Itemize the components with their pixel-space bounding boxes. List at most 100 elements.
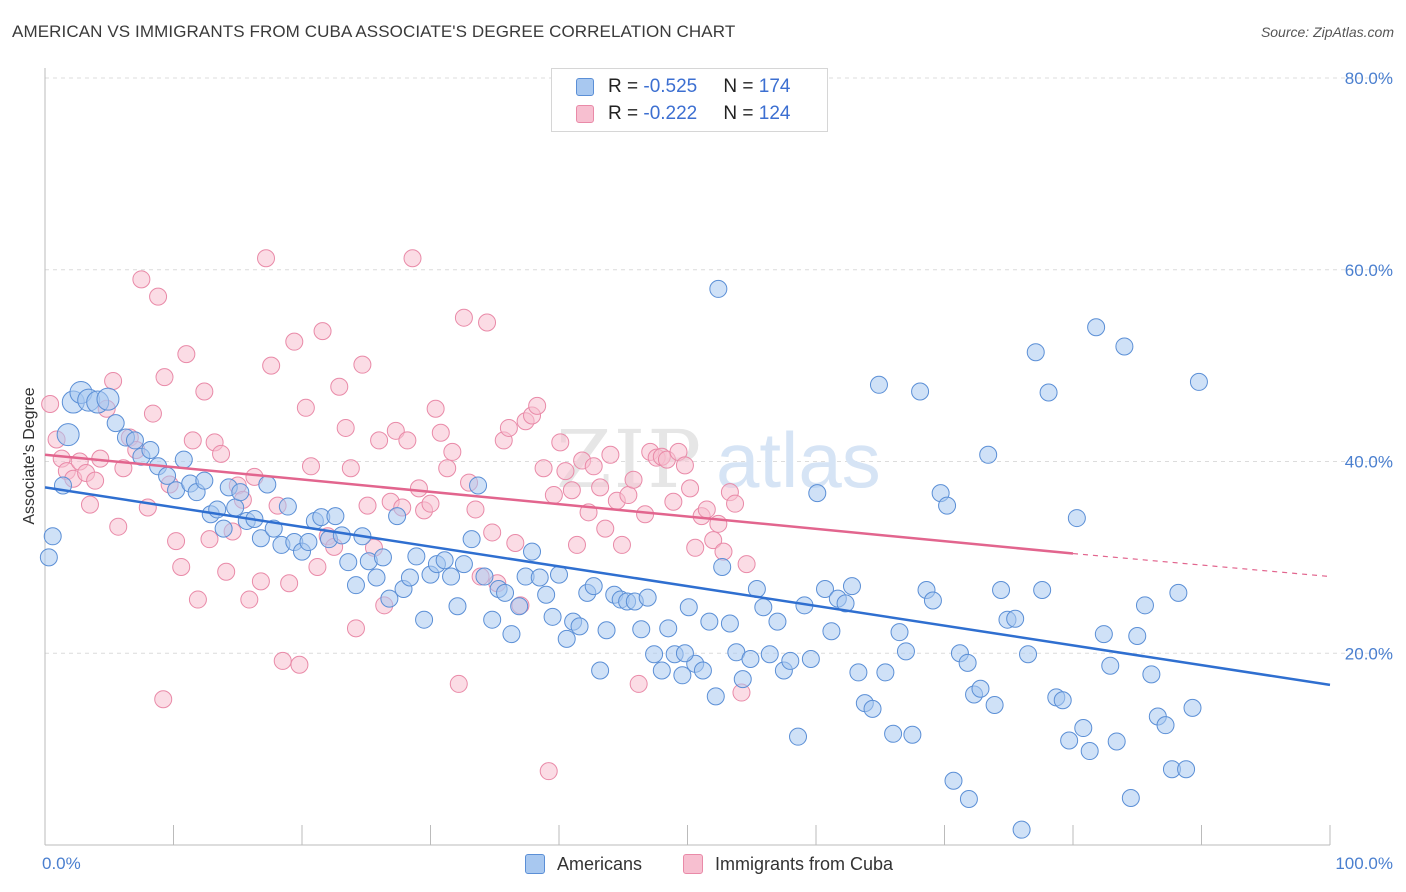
americans-point: [435, 551, 454, 570]
americans-point: [801, 650, 820, 669]
cuba-point: [301, 457, 320, 476]
americans-point: [523, 542, 542, 561]
americans-point: [971, 679, 990, 698]
bottom-legend-label-cuba: Immigrants from Cuba: [715, 853, 894, 874]
americans-point: [985, 696, 1004, 715]
cuba-point: [421, 494, 440, 513]
cuba-point: [177, 345, 196, 364]
americans-point: [448, 597, 467, 616]
cuba-point: [624, 470, 643, 489]
cuba-point: [409, 479, 428, 498]
americans-point: [388, 507, 407, 526]
cuba-point: [262, 356, 281, 375]
cuba-point: [104, 371, 123, 390]
americans-point: [822, 622, 841, 641]
bottom-legend-cuba: Immigrants from Cuba: [683, 852, 893, 876]
americans-point: [720, 614, 739, 633]
americans-point: [1067, 509, 1086, 528]
cuba-point: [257, 249, 276, 268]
cuba-point: [612, 535, 631, 554]
chart-title: AMERICAN VS IMMIGRANTS FROM CUBA ASSOCIA…: [12, 22, 736, 41]
americans-point: [1115, 337, 1134, 356]
cuba-point: [188, 590, 207, 609]
cuba-point: [499, 418, 518, 437]
americans-point: [442, 567, 461, 586]
americans-point: [1060, 731, 1079, 750]
americans-point: [896, 642, 915, 661]
americans-point: [226, 498, 245, 517]
americans-point: [979, 445, 998, 464]
americans-point: [278, 497, 297, 516]
americans-point: [231, 483, 250, 502]
legend-r-value: -0.525: [643, 76, 698, 97]
americans-point: [346, 576, 365, 595]
cuba-point: [154, 690, 173, 709]
cuba-point: [132, 270, 151, 289]
y-tick-label: 60.0%: [1345, 261, 1393, 280]
cuba-point: [675, 456, 694, 475]
cuba-point: [251, 572, 270, 591]
legend-n-value: 124: [758, 103, 791, 124]
legend-row-cuba: R = -0.222 N = 124: [576, 102, 790, 126]
cuba-point: [195, 382, 214, 401]
americans-point: [938, 496, 957, 515]
americans-point: [543, 607, 562, 626]
cuba-point: [86, 471, 105, 490]
americans-point: [1183, 698, 1202, 717]
americans-point: [713, 557, 732, 576]
cuba-point: [466, 500, 485, 519]
legend-n-label: N =: [723, 103, 759, 124]
cuba-point: [353, 355, 372, 374]
americans-point: [869, 375, 888, 394]
americans-point: [496, 583, 515, 602]
americans-point: [652, 661, 671, 680]
cuba-point: [403, 249, 422, 268]
americans-point: [659, 619, 678, 638]
americans-point: [645, 645, 664, 664]
americans-point: [537, 585, 556, 604]
americans-point: [483, 610, 502, 629]
cuba-point: [714, 542, 733, 561]
cuba-point: [534, 459, 553, 478]
y-tick-label: 80.0%: [1345, 69, 1393, 88]
americans-point: [597, 621, 616, 640]
americans-point: [106, 414, 125, 433]
cuba-point: [308, 557, 327, 576]
americans-point: [1053, 691, 1072, 710]
americans-point: [700, 612, 719, 631]
cuba-point: [341, 459, 360, 478]
americans-point: [195, 471, 214, 490]
cuba-point: [370, 431, 389, 450]
cuba-point: [601, 445, 620, 464]
americans-point: [550, 565, 568, 584]
legend: R = -0.525 N = 174 R = -0.222 N = 124: [551, 68, 828, 132]
americans-point: [754, 598, 773, 617]
americans-point: [557, 629, 576, 648]
americans-point: [530, 568, 549, 587]
cuba-trend-line: [44, 453, 1074, 555]
americans-point: [733, 670, 752, 689]
cuba-point: [726, 494, 745, 513]
americans-point: [469, 476, 488, 495]
americans-point: [299, 533, 318, 552]
americans-point: [251, 529, 270, 548]
americans-point: [1101, 656, 1120, 675]
americans-point: [502, 625, 521, 644]
americans-point: [570, 617, 589, 636]
cuba-point: [172, 557, 191, 576]
cuba-point: [506, 533, 525, 552]
cuba-point: [183, 431, 202, 450]
americans-point: [944, 771, 963, 790]
americans-point: [890, 623, 909, 642]
americans-point: [876, 663, 895, 682]
cuba-point: [167, 532, 186, 551]
cuba-point: [212, 444, 231, 463]
americans-point: [1107, 732, 1126, 751]
cuba-point: [313, 322, 332, 341]
cuba-point: [483, 523, 502, 542]
americans-point: [1026, 343, 1045, 362]
cuba-point: [686, 538, 705, 557]
americans-point: [1121, 789, 1140, 808]
cuba-point: [200, 530, 219, 549]
